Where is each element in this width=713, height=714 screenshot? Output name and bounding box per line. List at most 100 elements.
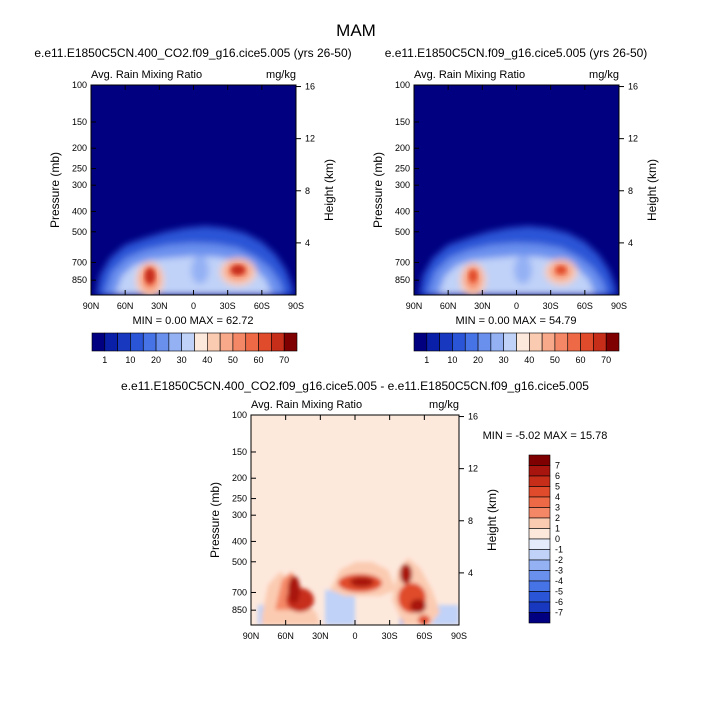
colorbar-label: -4 (555, 576, 563, 586)
panel-2-y-axis: 100 150 200 250 300 400 500 700 850 16 12 8 4 (395, 80, 638, 285)
y-tick-label: 400 (72, 206, 87, 216)
colorbar-swatch (529, 332, 543, 352)
x-tick-label: 90N (83, 301, 100, 311)
y-right-tick-label: 12 (305, 134, 315, 144)
x-tick-label: 90S (288, 301, 304, 311)
panel-3-y-axis: 100 150 200 250 300 400 500 700 850 16 12 8 4 (232, 410, 478, 615)
y-tick-label: 100 (395, 80, 410, 90)
colorbar-swatch (219, 332, 234, 352)
y-tick-label: 500 (232, 557, 247, 567)
x-tick-label: 60N (277, 631, 294, 641)
panel-1-ylabel: Pressure (mb) (48, 152, 62, 228)
panel-2-subtitle-left: Avg. Rain Mixing Ratio (414, 69, 525, 81)
x-tick-label: 60S (254, 301, 270, 311)
colorbar-swatch (503, 332, 517, 352)
x-tick-label: 90S (611, 301, 627, 311)
colorbar-label: 30 (499, 355, 509, 365)
y-tick-label: 700 (232, 587, 247, 597)
colorbar-swatch (155, 332, 170, 352)
y-right-tick-label: 16 (628, 82, 638, 92)
panel-2-ylabel-right: Height (km) (645, 159, 659, 221)
y-tick-label: 300 (72, 180, 87, 190)
panel-1-colorbar: 1 10 20 30 40 50 60 70 (91, 332, 298, 365)
colorbar-swatch (413, 332, 428, 352)
colorbar-swatch (452, 332, 466, 352)
colorbar-label: -5 (555, 587, 563, 597)
colorbar-label: 20 (151, 355, 161, 365)
y-tick-label: 400 (395, 206, 410, 216)
colorbar-swatch (104, 332, 118, 352)
panel-1-subtitle-right: mg/kg (266, 69, 296, 81)
colorbar-swatch (528, 570, 551, 582)
y-tick-label: 100 (232, 410, 247, 420)
colorbar-swatch (528, 612, 551, 624)
panel-2-subtitle-right: mg/kg (589, 69, 619, 81)
colorbar-label: 70 (601, 355, 611, 365)
panel-2-stats: MIN = 0.00 MAX = 54.79 (455, 315, 576, 327)
y-tick-label: 250 (72, 164, 87, 174)
panel-1-subtitle-left: Avg. Rain Mixing Ratio (91, 69, 202, 81)
panel-2-ylabel: Pressure (mb) (371, 152, 385, 228)
y-right-tick-label: 4 (305, 238, 310, 248)
y-tick-label: 200 (395, 143, 410, 153)
y-tick-label: 700 (395, 257, 410, 267)
colorbar-swatch (142, 332, 157, 352)
colorbar-swatch (439, 332, 453, 352)
x-tick-label: 30N (151, 301, 168, 311)
panel-1-field (91, 85, 296, 295)
colorbar-label: 30 (177, 355, 187, 365)
colorbar-label: 50 (228, 355, 238, 365)
colorbar-label: -2 (555, 555, 563, 565)
colorbar-swatch (528, 538, 551, 550)
y-tick-label: 500 (395, 227, 410, 237)
colorbar-swatch (528, 454, 551, 466)
y-right-tick-label: 8 (628, 186, 633, 196)
y-tick-label: 250 (395, 164, 410, 174)
panel-1-x-axis: 90N 60N 30N 0 30S 60S 90S (83, 85, 304, 311)
y-tick-label: 150 (395, 117, 410, 127)
y-tick-label: 300 (232, 510, 247, 520)
colorbar-swatch (117, 332, 131, 352)
y-tick-label: 850 (72, 275, 87, 285)
panel-2-title: e.e11.E1850C5CN.f09_g16.cice5.005 (yrs 2… (385, 46, 648, 60)
y-tick-label: 500 (72, 227, 87, 237)
panel-2: e.e11.E1850C5CN.f09_g16.cice5.005 (yrs 2… (371, 46, 659, 365)
panel-1-y-axis: 100 150 200 250 300 400 500 700 850 16 12 8 4 (72, 80, 315, 285)
colorbar-label: -7 (555, 608, 563, 618)
panel-3-title: e.e11.E1850C5CN.400_CO2.f09_g16.cice5.00… (121, 379, 589, 393)
panel-3-x-axis: 90N 60N 30N 0 30S 60S 90S (243, 415, 467, 641)
colorbar-label: 1 (555, 524, 560, 534)
y-right-tick-label: 8 (468, 516, 473, 526)
colorbar-swatch (528, 475, 551, 487)
colorbar-swatch (528, 549, 551, 561)
panel-1-stats: MIN = 0.00 MAX = 62.72 (132, 315, 253, 327)
x-tick-label: 0 (514, 301, 519, 311)
y-tick-label: 200 (72, 143, 87, 153)
panel-2-x-axis: 90N 60N 30N 0 30S 60S 90S (406, 85, 627, 311)
colorbar-label: 0 (555, 534, 560, 544)
y-tick-label: 400 (232, 536, 247, 546)
colorbar-swatch (271, 332, 285, 352)
colorbar-swatch (245, 332, 259, 352)
x-tick-label: 90N (243, 631, 260, 641)
colorbar-swatch (490, 332, 504, 352)
panel-3-ylabel-right: Height (km) (485, 489, 499, 551)
colorbar-label: 10 (447, 355, 457, 365)
colorbar-label: 1 (424, 355, 429, 365)
panel-1-title: e.e11.E1850C5CN.400_CO2.f09_g16.cice5.00… (34, 46, 351, 60)
colorbar-label: 70 (279, 355, 289, 365)
y-tick-label: 100 (72, 80, 87, 90)
colorbar-swatch (130, 332, 144, 352)
colorbar-label: -3 (555, 566, 563, 576)
y-tick-label: 250 (232, 494, 247, 504)
colorbar-label: 1 (102, 355, 107, 365)
colorbar-label: 10 (125, 355, 135, 365)
x-tick-label: 0 (352, 631, 357, 641)
colorbar-label: 40 (202, 355, 212, 365)
colorbar-swatch (528, 517, 551, 529)
y-right-tick-label: 16 (305, 82, 315, 92)
y-right-tick-label: 4 (628, 238, 633, 248)
panel-3-subtitle-left: Avg. Rain Mixing Ratio (251, 399, 362, 411)
panel-2-colorbar: 1 10 20 30 40 50 60 70 (413, 332, 620, 365)
